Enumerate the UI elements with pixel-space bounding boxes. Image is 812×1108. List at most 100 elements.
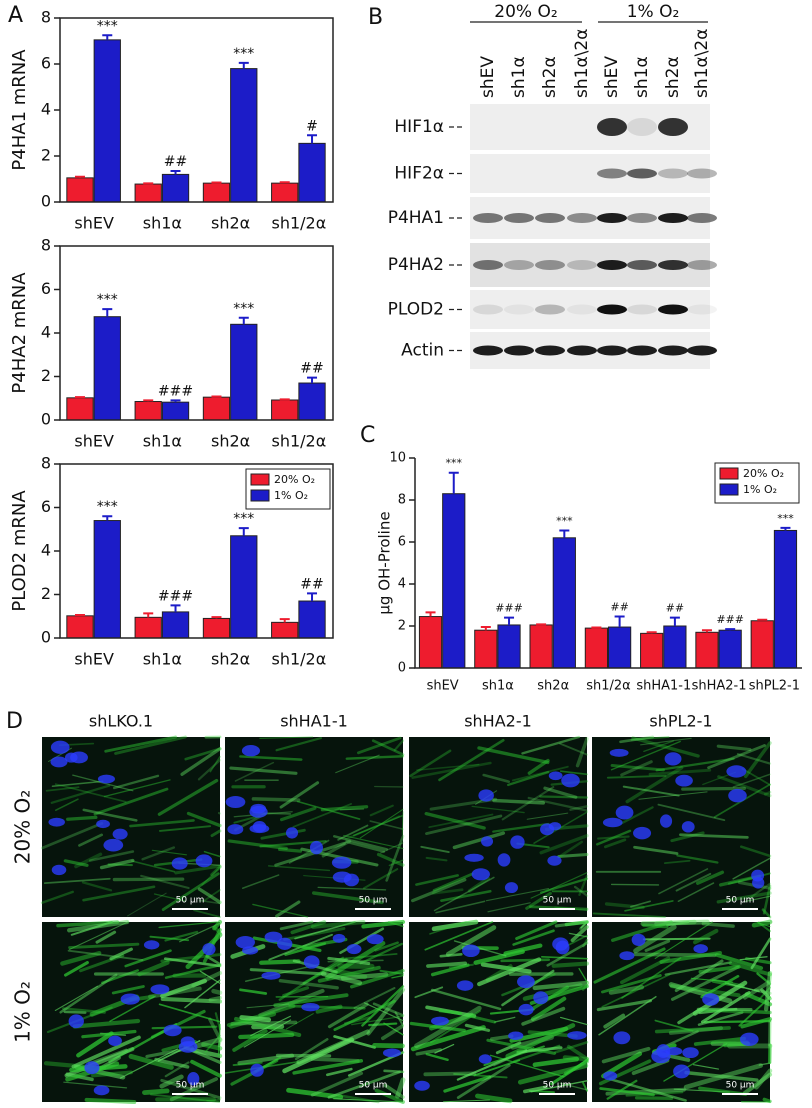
bar [640,632,664,669]
bar [497,624,521,669]
protein-label: HIF1α [394,117,444,137]
fiber [512,929,555,946]
lane-label: shEV [478,56,498,98]
fiber [732,773,771,788]
fiber [764,970,773,1012]
lane-label: sh1α [632,56,652,98]
fiber [40,890,74,904]
legend-label: 1% O₂ [274,489,308,502]
fiber [180,747,222,776]
fiber [521,735,581,755]
nucleus [518,1003,534,1016]
error-bar [448,471,459,494]
fiber [361,919,406,929]
fiber [95,930,117,944]
nucleus [50,756,68,768]
nucleus [656,1044,671,1059]
bar [271,182,299,203]
fiber [63,859,89,867]
bar [202,617,231,639]
lane-label: sh1α [509,56,529,98]
micrograph: 50 μm [42,919,223,1105]
fiber [578,967,588,983]
fiber [489,1054,565,1078]
nucleus [84,1061,100,1075]
fiber [186,811,222,828]
fiber [374,941,399,952]
blot-band [535,345,565,356]
fiber [278,978,339,990]
fiber [353,815,403,837]
fiber [243,1019,292,1048]
fiber [393,739,405,752]
micrograph: 50 μm [224,919,406,1104]
fiber [199,970,221,985]
nucleus [702,993,720,1006]
fiber [394,1011,405,1027]
fiber [693,928,719,945]
fiber [432,872,474,892]
fiber [163,957,222,968]
fiber [560,1016,588,1026]
fiber [676,854,719,864]
fiber [625,765,684,804]
fiber [601,974,662,994]
nucleus [478,789,494,802]
fiber [369,820,404,830]
fiber [492,798,545,805]
x-tick-label: sh1α [482,679,514,694]
fiber [670,831,705,843]
nucleus [301,1002,320,1012]
fiber [633,924,677,954]
fiber [601,1046,651,1064]
fiber [343,835,404,850]
fiber [274,841,346,867]
fiber [158,1003,221,1023]
nucleus [508,1031,524,1041]
blot-strip [470,154,710,193]
nucleus [664,752,682,766]
fiber [530,872,588,899]
fiber [663,859,691,865]
fiber [273,993,349,1008]
y-tick-label: 0 [41,628,51,647]
fiber [55,798,79,811]
fiber [423,1071,477,1077]
nucleus [728,788,747,803]
fiber [477,957,542,987]
fiber [582,938,589,948]
fiber [161,872,220,912]
fiber [624,900,674,912]
fiber [500,958,550,963]
fiber [610,740,681,771]
nucleus [235,935,255,949]
fiber [416,763,480,771]
error-bar [143,182,154,185]
condition-label: 1% O₂ [627,2,680,22]
nucleus [609,748,629,757]
bar [442,493,466,669]
nucleus [202,943,216,956]
fiber [526,812,569,820]
fiber [501,786,555,821]
bar [529,624,553,669]
fiber [438,1009,463,1015]
nucleus [346,944,362,955]
nucleus [264,931,283,943]
blot-band [658,118,688,136]
fiber [206,1099,221,1102]
fiber [366,987,406,1036]
x-tick-label: sh2α [211,432,250,451]
significance-label: ## [164,154,187,170]
fiber [559,1082,588,1091]
fiber [210,865,222,877]
fiber [693,1036,746,1046]
blot-band [504,304,534,315]
nucleus [48,817,65,827]
blot-band [504,213,534,223]
fiber [203,889,221,902]
significance-label: *** [233,46,254,62]
x-tick-label: sh1α [143,432,182,451]
error-bar [170,399,181,403]
row-label: 1% O₂ [11,981,35,1043]
